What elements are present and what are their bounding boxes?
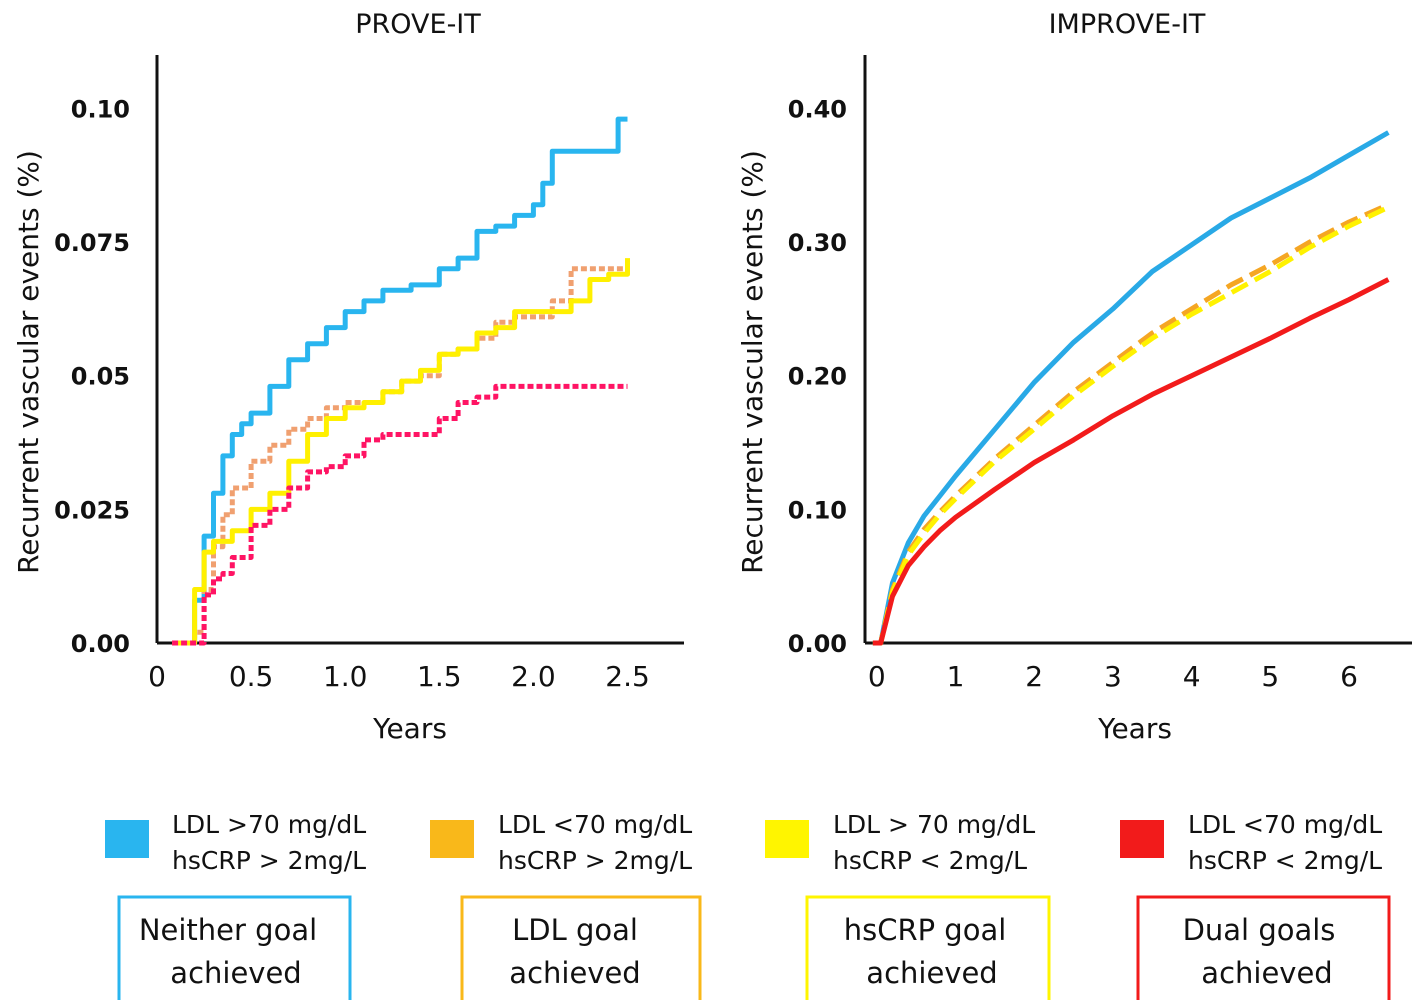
goal-box-frame	[805, 895, 1051, 1000]
legend-line1: LDL > 70 mg/dL	[833, 810, 1035, 839]
goal-box-frame	[117, 895, 352, 1000]
series-line-1	[172, 266, 628, 646]
legend-line2: hsCRP < 2mg/L	[1188, 846, 1382, 875]
series-line-3	[172, 383, 628, 646]
x-tick-label: 2.5	[605, 660, 650, 693]
x-tick-label: 1.5	[417, 660, 462, 693]
x-tick-label: 6	[1340, 660, 1358, 693]
series-group	[872, 130, 1390, 646]
x-tick-label: 2	[1025, 660, 1043, 693]
x-ticks: 0 1 2 3 4 5 6	[868, 660, 1358, 693]
x-tick-label: 0	[148, 660, 166, 693]
legend-swatch	[430, 820, 474, 858]
x-tick-label: 3	[1104, 660, 1122, 693]
x-tick-label: 1.0	[323, 660, 368, 693]
legend-item-ldl: LDL <70 mg/dL hsCRP > 2mg/L	[430, 810, 692, 875]
series-line-0	[872, 130, 1390, 646]
y-axis-title: Recurrent vascular events (%)	[736, 150, 769, 574]
goal-box-frame	[460, 895, 702, 1000]
series-line-2	[872, 205, 1390, 646]
y-tick-label: 0.10	[788, 496, 847, 524]
legend-line2: hsCRP > 2mg/L	[172, 846, 366, 875]
goal-box-line1: Dual goals	[1183, 913, 1336, 947]
goal-box-dual: Dual goals achieved	[1136, 895, 1391, 1000]
chart-prove-it: PROVE-IT Recurrent vascular events (%) Y…	[12, 9, 684, 745]
x-tick-label: 1	[947, 660, 965, 693]
goal-box-line2: achieved	[1201, 956, 1332, 990]
y-tick-label: 0.30	[788, 229, 847, 257]
legend-line2: hsCRP > 2mg/L	[498, 846, 692, 875]
y-tick-label: 0.00	[71, 630, 130, 658]
y-tick-label: 0.00	[788, 630, 847, 658]
chart-title: IMPROVE-IT	[1049, 9, 1206, 40]
y-axis-title: Recurrent vascular events (%)	[12, 150, 45, 574]
goal-box-ldl: LDL goal achieved	[460, 895, 702, 1000]
legend: LDL >70 mg/dL hsCRP > 2mg/L LDL <70 mg/d…	[105, 810, 1382, 875]
y-tick-label: 0.20	[788, 363, 847, 391]
goal-box-line2: achieved	[170, 956, 301, 990]
y-tick-label: 0.10	[71, 95, 130, 123]
series-line-3	[872, 277, 1390, 646]
y-tick-label: 0.05	[71, 363, 130, 391]
y-tick-label: 0.075	[54, 229, 130, 257]
axes	[863, 55, 1412, 645]
series-line-0	[172, 116, 628, 646]
goal-box-line2: achieved	[866, 956, 997, 990]
y-tick-label: 0.025	[54, 496, 130, 524]
x-tick-label: 5	[1261, 660, 1279, 693]
x-tick-label: 0	[868, 660, 886, 693]
goal-boxes: Neither goal achieved LDL goal achieved …	[117, 895, 1391, 1000]
chart-title: PROVE-IT	[355, 9, 481, 40]
axes	[155, 55, 684, 645]
x-ticks: 0 0.5 1.0 1.5 2.0 2.5	[148, 660, 650, 693]
series-line-1	[872, 202, 1390, 646]
legend-swatch	[765, 820, 809, 858]
x-axis-title: Years	[1097, 712, 1172, 745]
goal-box-line1: hsCRP goal	[844, 913, 1007, 947]
x-tick-label: 4	[1183, 660, 1201, 693]
legend-line1: LDL <70 mg/dL	[498, 810, 692, 839]
y-ticks: 0.00 0.025 0.05 0.075 0.10	[54, 95, 130, 658]
legend-line1: LDL <70 mg/dL	[1188, 810, 1382, 839]
goal-box-line2: achieved	[509, 956, 640, 990]
x-tick-label: 2.0	[511, 660, 556, 693]
series-line-2	[172, 258, 630, 646]
legend-swatch	[105, 820, 149, 858]
x-axis-title: Years	[372, 712, 447, 745]
legend-item-dual: LDL <70 mg/dL hsCRP < 2mg/L	[1120, 810, 1382, 875]
legend-item-neither: LDL >70 mg/dL hsCRP > 2mg/L	[105, 810, 366, 875]
y-tick-label: 0.40	[788, 95, 847, 123]
legend-item-hscrp: LDL > 70 mg/dL hsCRP < 2mg/L	[765, 810, 1035, 875]
goal-box-line1: LDL goal	[512, 913, 638, 947]
goal-box-line1: Neither goal	[139, 913, 317, 947]
series-group	[172, 116, 630, 646]
goal-box-neither: Neither goal achieved	[117, 895, 352, 1000]
chart-improve-it: IMPROVE-IT Recurrent vascular events (%)…	[736, 9, 1412, 745]
goal-box-frame	[1136, 895, 1391, 1000]
x-tick-label: 0.5	[229, 660, 274, 693]
legend-line1: LDL >70 mg/dL	[172, 810, 366, 839]
goal-box-hscrp: hsCRP goal achieved	[805, 895, 1051, 1000]
y-ticks: 0.00 0.10 0.20 0.30 0.40	[788, 95, 847, 658]
legend-line2: hsCRP < 2mg/L	[833, 846, 1027, 875]
legend-swatch	[1120, 820, 1164, 858]
